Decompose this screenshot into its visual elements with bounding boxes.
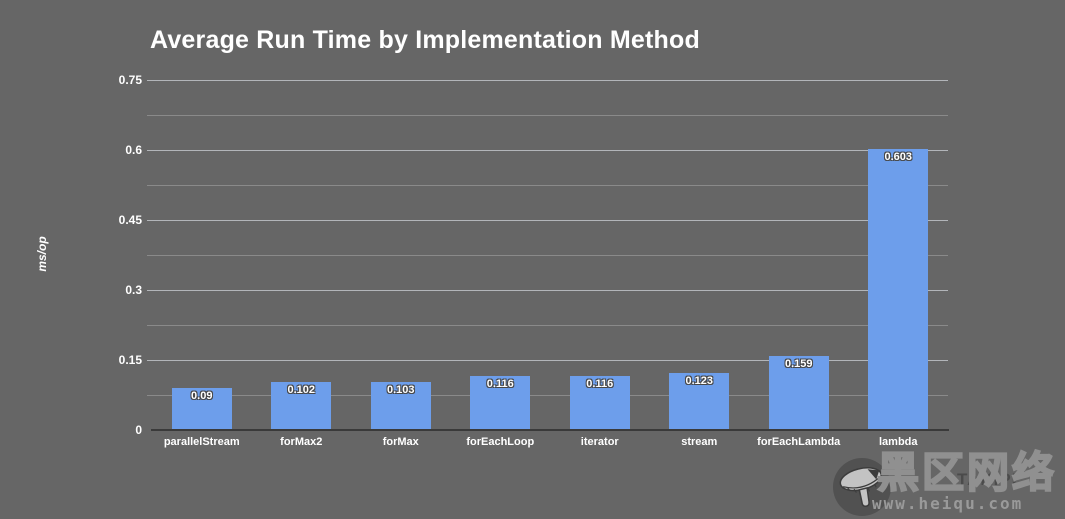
bar: 0.159 [768, 355, 829, 430]
x-tick-label: iterator [580, 436, 619, 448]
gridline-minor [147, 324, 948, 326]
gridline-minor [147, 254, 948, 256]
x-tick-label: forEachLoop [466, 436, 535, 448]
watermark-site-url: www.heiqu.com [872, 494, 1024, 513]
brand-text: TAKIPI [957, 470, 1018, 489]
bar-value-label: 0.102 [287, 384, 316, 397]
y-axis-title: ms/op [35, 236, 49, 272]
bar-value-label: 0.09 [191, 390, 213, 402]
bar-value-label: 0.116 [586, 377, 614, 390]
x-tick-label: forMax2 [280, 436, 323, 448]
bar-value-label: 0.159 [784, 357, 813, 370]
plot-area: 0 0.15 0.3 0.45 0.6 0.75 0.09 parallelStream 0.1… [119, 73, 949, 448]
gridline-minor [147, 394, 948, 396]
bar: 0.123 [669, 372, 730, 430]
bar-value-label: 0.116 [486, 377, 514, 390]
gridline-major [147, 219, 948, 221]
y-tick-label: 0.3 [125, 283, 142, 297]
x-tick-label: lambda [878, 436, 918, 448]
bar: 0.603 [868, 148, 929, 430]
bar: 0.09 [171, 388, 232, 430]
x-tick-label: parallelStream [163, 436, 240, 448]
x-tick-label: forMax [382, 436, 419, 448]
gridline-major [147, 289, 948, 291]
y-tick-label: 0.75 [118, 73, 142, 87]
x-axis-baseline [151, 429, 949, 431]
shuttlecock-icon [833, 458, 891, 516]
gridline-minor [147, 114, 948, 116]
y-tick-label: 0.15 [118, 353, 142, 367]
x-tick-label: stream [681, 436, 718, 448]
y-tick-label: 0.45 [118, 213, 142, 227]
bar: 0.102 [271, 382, 332, 430]
bar-value-label: 0.603 [884, 150, 913, 163]
gridline-major [147, 149, 948, 151]
bar-value-label: 0.103 [386, 383, 415, 396]
bar: 0.103 [370, 381, 431, 430]
y-tick-label: 0.6 [125, 143, 142, 157]
gridline-major [147, 79, 948, 81]
bar: 0.116 [470, 375, 531, 430]
bar-value-label: 0.123 [685, 374, 714, 387]
gridline-minor [147, 184, 948, 186]
y-tick-label: 0 [135, 423, 142, 437]
chart-title: Average Run Time by Implementation Metho… [150, 26, 700, 54]
gridline-major [147, 359, 948, 361]
x-tick-label: forEachLambda [757, 436, 841, 448]
bar: 0.116 [569, 375, 630, 430]
